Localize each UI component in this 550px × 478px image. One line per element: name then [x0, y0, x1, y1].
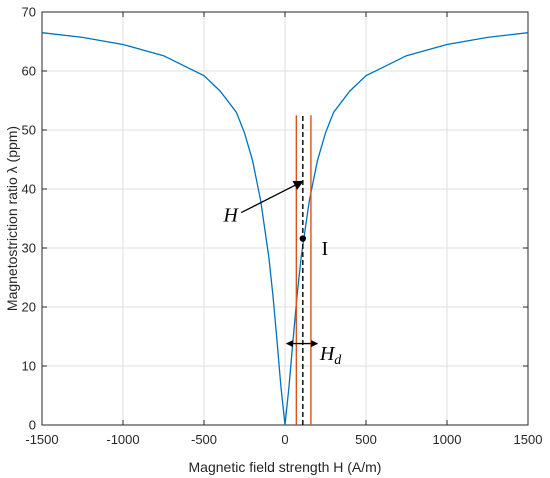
- series-line-0: [41, 32, 529, 426]
- x-tick-label: 1000: [433, 432, 462, 447]
- series-layer: [41, 32, 529, 426]
- x-tick-label: 500: [355, 432, 377, 447]
- grid-layer: [41, 11, 529, 426]
- x-tick-label: 0: [281, 432, 288, 447]
- labels-layer: -1500 -1000 -500 0 500 1000 1500 0 10 20 30 40 50 60 7…: [4, 5, 542, 476]
- x-tick-label: 1500: [514, 432, 543, 447]
- y-tick-label: 20: [22, 300, 36, 315]
- y-tick-label: 60: [22, 64, 36, 79]
- y-tick-label: 0: [29, 418, 36, 433]
- arrow-H: [240, 180, 304, 214]
- x-tick-label: -1000: [106, 432, 139, 447]
- y-tick-label: 10: [22, 359, 36, 374]
- overlay-layer: [240, 115, 319, 425]
- y-tick-label: 50: [22, 123, 36, 138]
- x-axis-label: Magnetic field strength H (A/m): [189, 459, 382, 475]
- annotation-1: I: [321, 238, 328, 260]
- annotation-0: H: [222, 204, 239, 226]
- x-tick-label: -1500: [25, 432, 58, 447]
- x-tick-label: -500: [191, 432, 217, 447]
- y-tick-label: 30: [22, 241, 36, 256]
- annotation-subscript: d: [334, 353, 342, 368]
- y-tick-label: 70: [22, 5, 36, 20]
- y-axis-label: Magnetostriction ratio λ (ppm): [4, 126, 20, 311]
- y-tick-label: 40: [22, 182, 36, 197]
- operating-point-marker: [299, 235, 307, 242]
- annotation-2: Hd: [319, 343, 342, 368]
